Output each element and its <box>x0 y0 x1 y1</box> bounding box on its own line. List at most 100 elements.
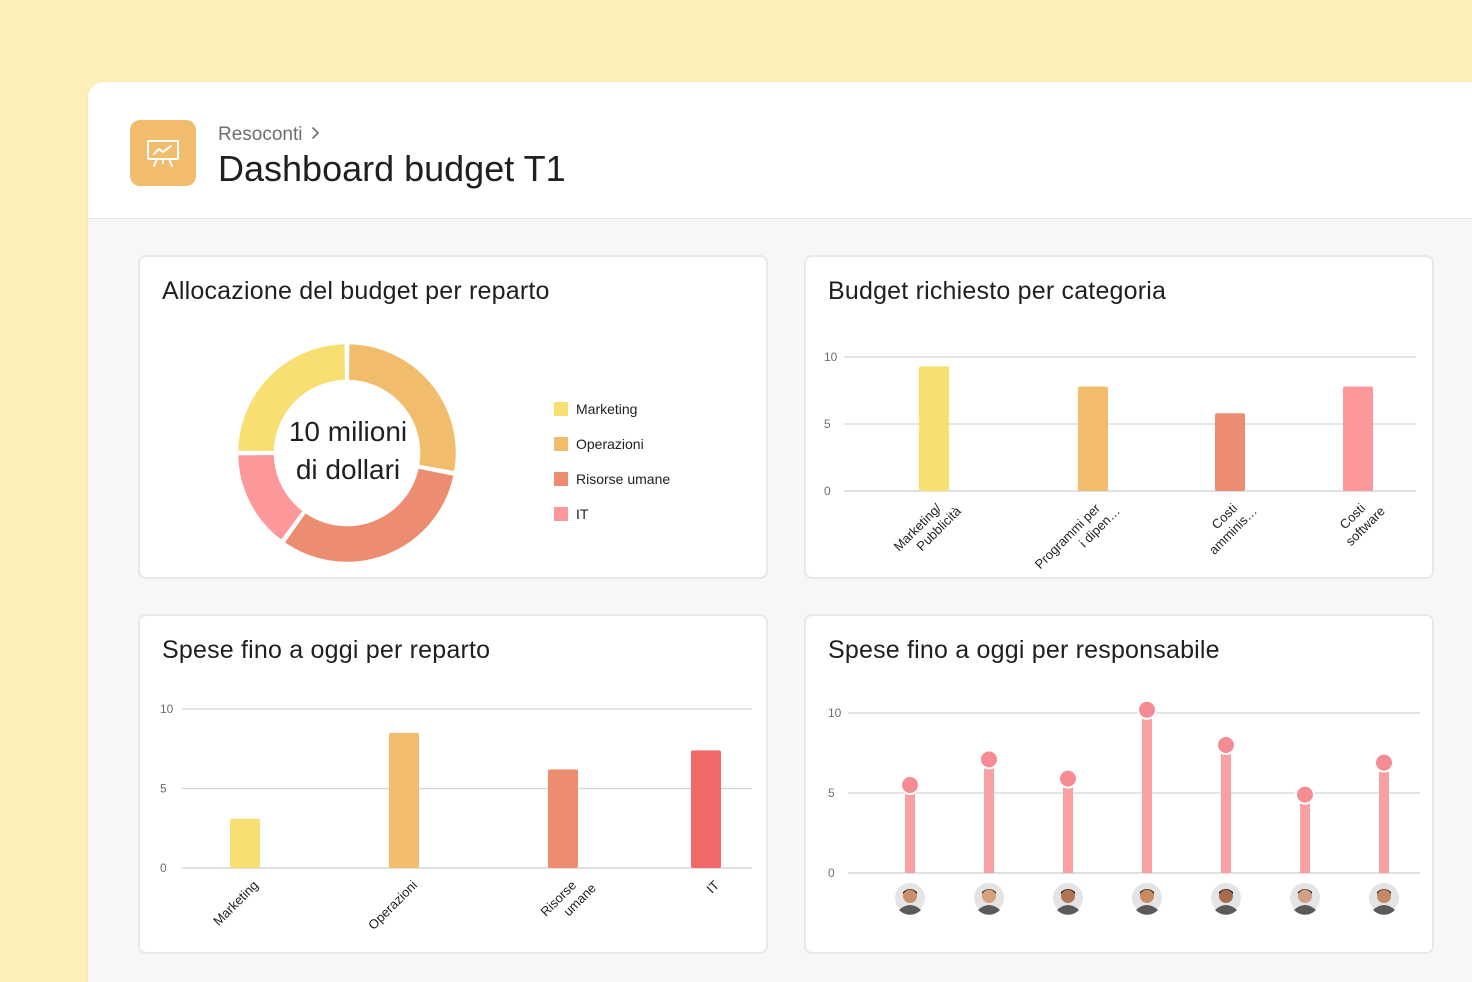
lollipop-point <box>1374 752 1394 773</box>
avatar-hair <box>982 889 996 894</box>
avatar <box>1132 883 1162 915</box>
avatar-shoulders <box>1294 905 1316 915</box>
avatar-shoulders <box>1215 905 1237 915</box>
donut-center-label: 10 milioni di dollari <box>264 413 432 489</box>
avatar-hair <box>1377 889 1391 894</box>
y-tick-label: 10 <box>824 350 838 364</box>
avatar-face <box>982 889 996 903</box>
legend-swatch <box>554 436 568 451</box>
lollipop-stem <box>1142 709 1152 873</box>
card-spent-department: Spese fino a oggi per reparto 0 5 10 Market… <box>138 614 768 954</box>
y-tick-label: 5 <box>160 782 167 796</box>
y-tick-label: 10 <box>160 702 174 716</box>
x-tick-label: IT <box>703 877 722 896</box>
x-tick-label: Risorseumane <box>537 869 599 931</box>
legend-item-it[interactable]: IT <box>554 496 670 531</box>
x-tick-label: Marketing <box>210 878 261 929</box>
lollipop-point <box>900 775 920 795</box>
donut-slice-operazioni <box>346 341 459 474</box>
breadcrumb[interactable]: Resoconti <box>218 124 321 146</box>
card-budget-requested: Budget richiesto per categoria 0 5 10 Marke… <box>804 255 1434 579</box>
bar-chart-spent-department: 0 5 10 Marketing Operazioni Risorseumane IT <box>160 702 752 933</box>
legend-item-operations[interactable]: Operazioni <box>554 426 670 461</box>
presentation-chart-icon[interactable] <box>130 120 196 186</box>
avatar-hair <box>1219 889 1233 894</box>
lollipop-stem <box>1300 794 1310 873</box>
donut-center-line2: di dollari <box>295 454 401 485</box>
avatar <box>1290 883 1320 915</box>
y-tick-label: 10 <box>828 706 842 720</box>
avatar <box>895 883 925 915</box>
avatar-shoulders <box>899 905 921 915</box>
dashboard-window: Resoconti Dashboard budget T1 Allocazion… <box>88 82 1472 982</box>
lollipop-stem <box>984 759 994 873</box>
bar <box>548 769 578 868</box>
lollipop-chart-spent-owner: 0 5 10 <box>828 699 1420 915</box>
lollipop-stem <box>1063 778 1073 873</box>
legend-swatch <box>554 506 568 521</box>
donut-slice-it <box>235 452 306 544</box>
donut-chart <box>235 341 459 565</box>
bar-chart-requested: 0 5 10 Marketing/Pubblicità Programmi peri d… <box>824 350 1416 581</box>
card-title: Spese fino a oggi per reparto <box>162 636 491 664</box>
x-tick-label: Marketing/Pubblicità <box>891 491 965 565</box>
donut-slice-marketing <box>235 341 348 454</box>
donut-center-line1: 10 milioni <box>288 416 408 447</box>
avatar <box>974 883 1004 915</box>
y-tick-label: 5 <box>824 417 831 431</box>
avatar-shoulders <box>1373 905 1395 915</box>
y-tick-label: 0 <box>828 866 835 880</box>
x-tick-label: Costiamminis… <box>1195 492 1260 557</box>
bar <box>1078 386 1108 491</box>
chevron-right-icon <box>311 124 321 146</box>
avatar-face <box>1219 889 1233 903</box>
card-title: Allocazione del budget per reparto <box>162 277 550 305</box>
donut-slice-risorse-umane <box>281 465 457 565</box>
avatar-face <box>903 889 917 903</box>
bar <box>919 366 949 491</box>
y-tick-label: 0 <box>160 861 167 875</box>
avatar-shoulders <box>1057 905 1079 915</box>
lollipop-point <box>1137 699 1157 720</box>
card-budget-allocation: Allocazione del budget per reparto 10 mi… <box>138 255 768 579</box>
x-tick-label: Costisoftware <box>1331 492 1388 549</box>
legend-item-marketing[interactable]: Marketing <box>554 391 670 426</box>
lollipop-point <box>979 749 999 770</box>
lollipop-stem <box>1221 745 1231 873</box>
lollipop-point <box>1058 768 1078 789</box>
x-tick-label: Programmi peri dipen… <box>1032 492 1123 581</box>
page-title: Dashboard budget T1 <box>218 148 566 189</box>
avatar-face <box>1298 889 1312 903</box>
card-title: Spese fino a oggi per responsabile <box>828 636 1220 664</box>
y-tick-label: 0 <box>824 484 831 498</box>
avatar-hair <box>903 889 917 894</box>
avatar-face <box>1061 889 1075 903</box>
avatar-hair <box>1061 889 1075 894</box>
y-tick-label: 5 <box>828 786 835 800</box>
legend-item-hr[interactable]: Risorse umane <box>554 461 670 496</box>
lollipop-stem <box>1379 762 1389 873</box>
legend-swatch <box>554 401 568 416</box>
avatar-face <box>1140 889 1154 903</box>
avatar-hair <box>1140 889 1154 894</box>
legend-label: Risorse umane <box>576 470 671 487</box>
legend-label: Operazioni <box>576 435 644 452</box>
bar <box>1215 413 1245 491</box>
lollipop-point <box>1216 735 1236 755</box>
avatar <box>1053 883 1083 915</box>
bar <box>1343 386 1373 491</box>
avatar-face <box>1377 889 1391 903</box>
avatar-shoulders <box>1136 905 1158 915</box>
page-header: Resoconti Dashboard budget T1 <box>88 82 1472 219</box>
breadcrumb-label[interactable]: Resoconti <box>218 124 303 145</box>
avatar-hair <box>1298 889 1312 894</box>
bar <box>230 818 260 868</box>
chart-legend: Marketing Operazioni Risorse umane IT <box>554 391 670 531</box>
avatar <box>1369 883 1399 915</box>
avatar-shoulders <box>978 905 1000 915</box>
legend-swatch <box>554 471 568 486</box>
avatar <box>1211 883 1241 915</box>
x-tick-label: Operazioni <box>365 877 420 932</box>
legend-label: IT <box>576 505 589 522</box>
lollipop-point <box>1295 784 1315 805</box>
